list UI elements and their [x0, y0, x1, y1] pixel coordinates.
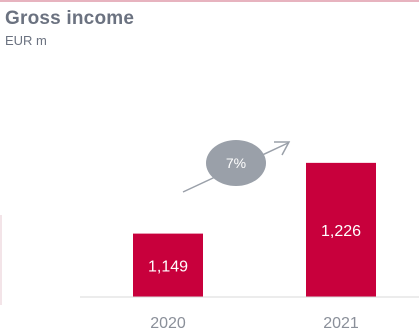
top-rule — [0, 0, 419, 2]
bars-layer: 1,149 1,226 — [133, 162, 376, 297]
left-edge-marker — [0, 215, 2, 305]
chart-title: Gross income — [5, 8, 135, 29]
x-axis-labels: 2020 2021 — [150, 315, 359, 332]
growth-label: 7% — [226, 155, 246, 171]
bar-value-label: 1,226 — [321, 223, 361, 240]
chart-subtitle: EUR m — [5, 33, 47, 48]
x-tick-label: 2020 — [150, 315, 186, 332]
bar-value-label: 1,149 — [148, 258, 188, 275]
bar-2021 — [306, 162, 376, 297]
x-tick-label: 2021 — [323, 315, 359, 332]
growth-bubble — [206, 140, 266, 186]
bar-2020 — [133, 233, 203, 297]
growth-indicator: 7% — [182, 140, 291, 193]
growth-arrow-head — [274, 141, 291, 156]
